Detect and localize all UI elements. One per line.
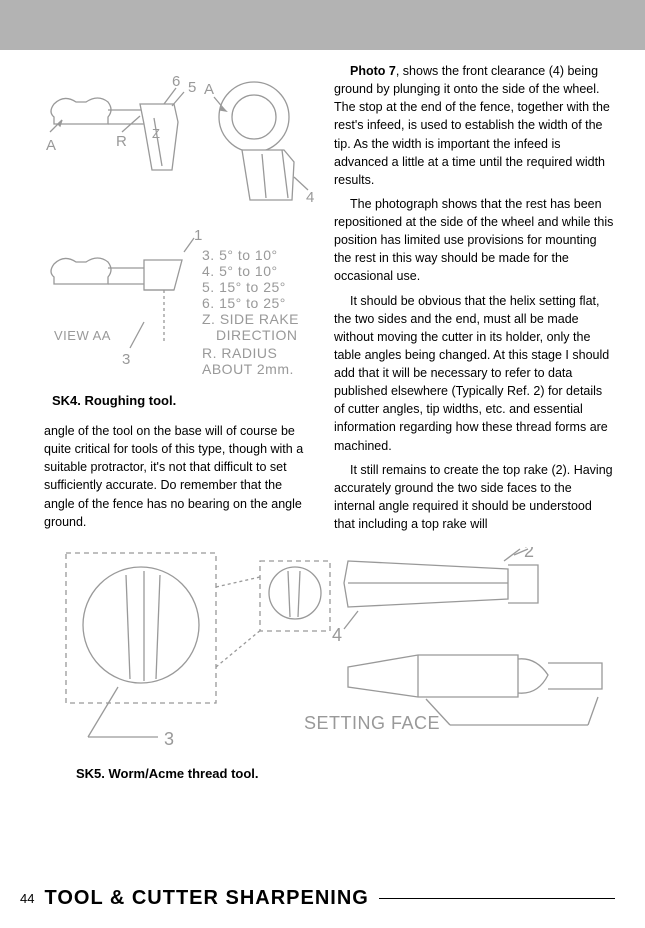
sk4-l3: 3. 5° to 10° [202,247,278,263]
label-5: 5 [188,79,197,96]
sk5-diagram: 3 2 4 SETTING FACE [48,547,608,757]
footer-title: TOOL & CUTTER SHARPENING [44,887,368,910]
sk4-diagram: A R Z 6 5 A 4 1 3 VIEW AA 3. 5° to 10° 4… [44,62,316,382]
label-A1: A [46,137,57,154]
right-p3: It should be obvious that the helix sett… [334,292,615,455]
sk4-lR: R. RADIUS [202,345,277,361]
sk4-l4: 4. 5° to 10° [202,263,278,279]
footer-rule [379,898,615,900]
label-R: R [116,133,127,150]
sk5-label-3: 3 [164,729,175,749]
label-1: 1 [194,227,203,244]
right-p1: Photo 7, shows the front clearance (4) b… [334,62,615,189]
sk5-caption: SK5. Worm/Acme thread tool. [76,766,615,781]
left-p1: angle of the tool on the base will of co… [44,422,304,531]
sk5-label-4: 4 [332,625,343,645]
label-6: 6 [172,73,181,90]
sk4-column: A R Z 6 5 A 4 1 3 VIEW AA 3. 5° to 10° 4… [44,62,316,539]
sk5-row: 3 2 4 SETTING FACE SK5. Worm/Acme thread… [44,547,615,781]
top-row: A R Z 6 5 A 4 1 3 VIEW AA 3. 5° to 10° 4… [44,62,615,539]
label-A2: A [204,81,215,98]
sk4-lR2: ABOUT 2mm. [202,361,294,377]
sk4-caption: SK4. Roughing tool. [52,393,316,408]
label-view: VIEW AA [54,328,111,343]
label-Z: Z [152,126,160,141]
page: A R Z 6 5 A 4 1 3 VIEW AA 3. 5° to 10° 4… [0,0,645,928]
sk4-lZ: Z. SIDE RAKE [202,311,299,327]
footer: 44 TOOL & CUTTER SHARPENING [0,887,645,910]
header-bar [0,0,645,50]
right-p2: The photograph shows that the rest has b… [334,195,615,286]
sk4-l6: 6. 15° to 25° [202,295,286,311]
sk5-setting-face: SETTING FACE [304,713,440,733]
right-p1-rest: , shows the front clearance (4) being gr… [334,64,610,187]
page-number: 44 [20,891,34,906]
sk4-l5: 5. 15° to 25° [202,279,286,295]
sk5-label-2: 2 [524,547,535,561]
left-body-text: angle of the tool on the base will of co… [44,422,304,531]
right-text-column: Photo 7, shows the front clearance (4) b… [334,62,615,539]
label-3: 3 [122,351,131,368]
right-p4: It still remains to create the top rake … [334,461,615,534]
content-area: A R Z 6 5 A 4 1 3 VIEW AA 3. 5° to 10° 4… [0,50,645,781]
label-4: 4 [306,189,315,206]
sk4-lZ2: DIRECTION [216,327,298,343]
photo7-bold: Photo 7 [350,64,396,78]
